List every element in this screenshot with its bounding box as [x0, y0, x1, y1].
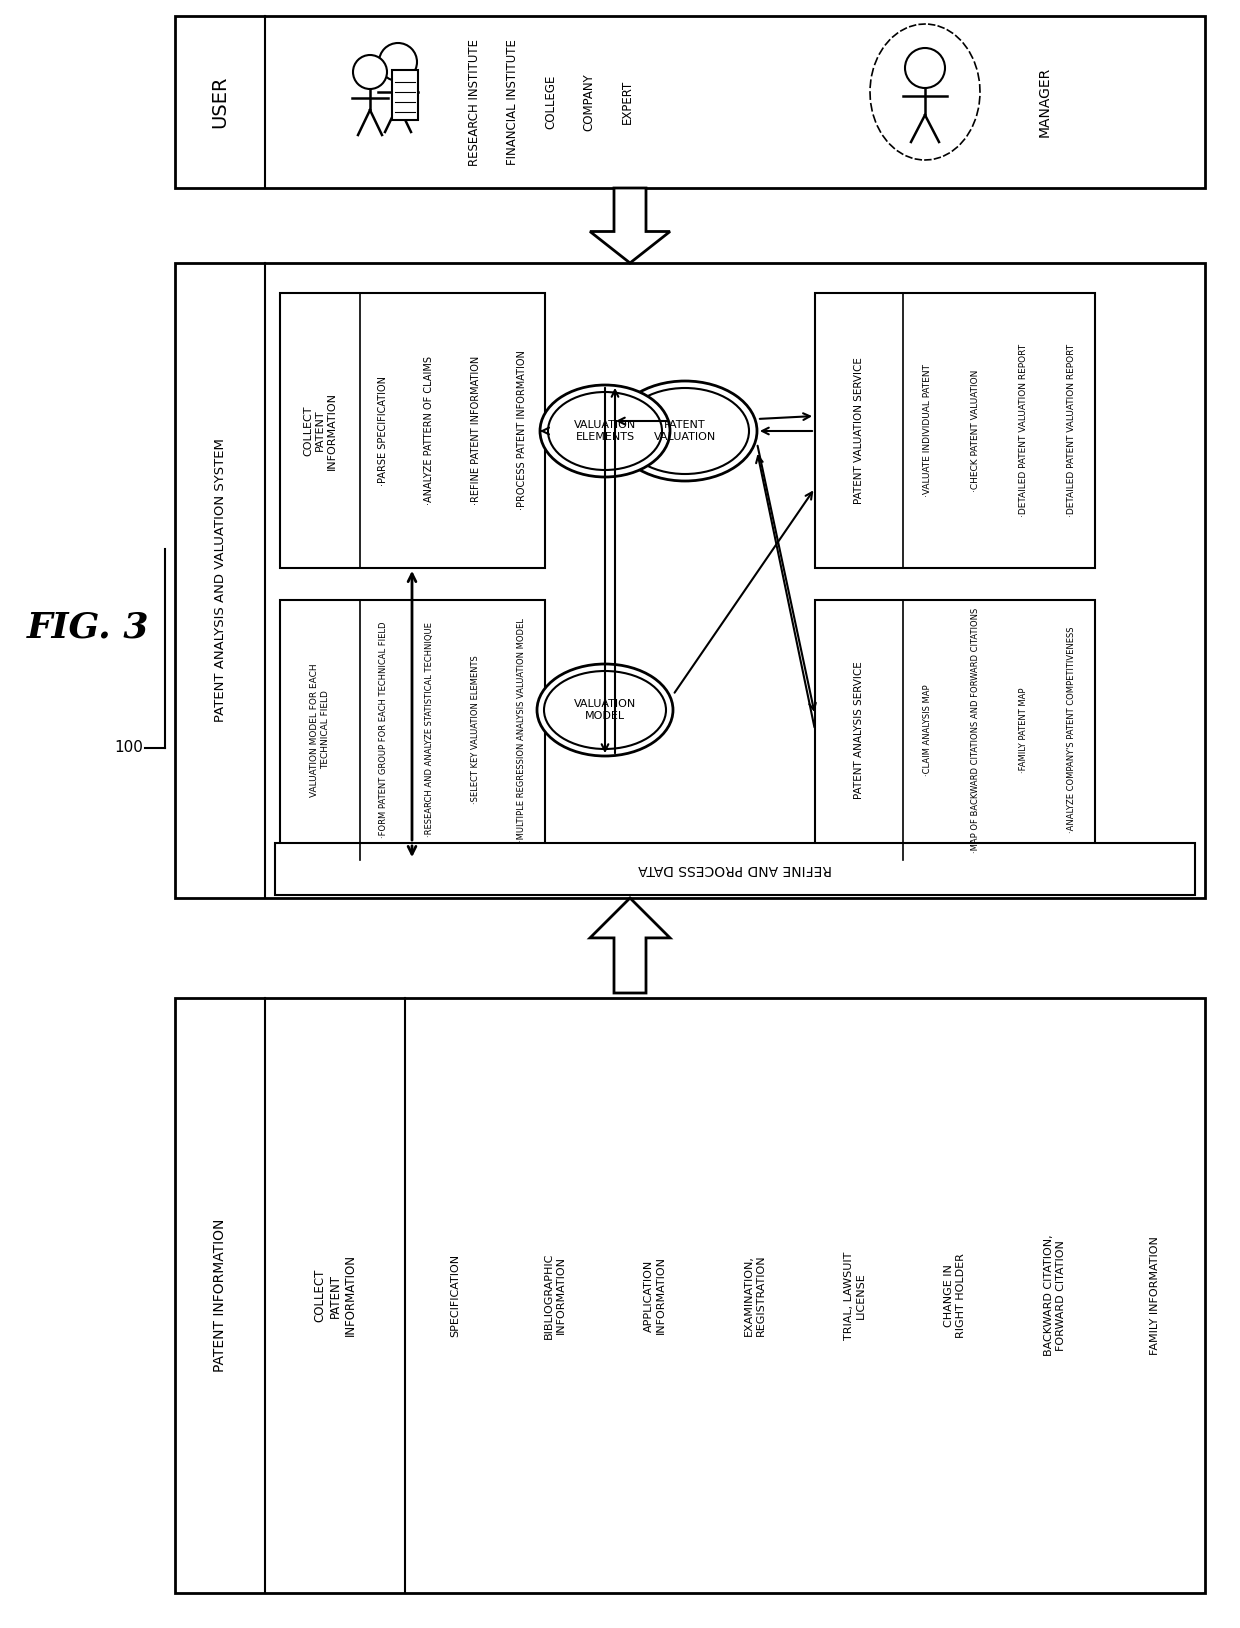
- Circle shape: [379, 42, 417, 81]
- FancyBboxPatch shape: [175, 264, 1205, 899]
- Text: ·FORM PATENT GROUP FOR EACH TECHNICAL FIELD: ·FORM PATENT GROUP FOR EACH TECHNICAL FI…: [378, 622, 388, 838]
- Text: PATENT VALUATION SERVICE: PATENT VALUATION SERVICE: [854, 357, 864, 505]
- Polygon shape: [590, 187, 670, 264]
- Text: BIBLIOGRAPHIC
INFORMATION: BIBLIOGRAPHIC INFORMATION: [544, 1252, 565, 1338]
- Text: ·CHECK PATENT VALUATION: ·CHECK PATENT VALUATION: [971, 370, 980, 492]
- FancyBboxPatch shape: [815, 293, 1095, 568]
- Ellipse shape: [621, 387, 749, 474]
- Text: ·FAMILY PATENT MAP: ·FAMILY PATENT MAP: [1018, 687, 1028, 773]
- FancyBboxPatch shape: [280, 601, 546, 860]
- Text: COMPANY: COMPANY: [583, 73, 595, 130]
- Polygon shape: [392, 70, 418, 120]
- Text: PATENT INFORMATION: PATENT INFORMATION: [213, 1219, 227, 1372]
- Polygon shape: [590, 899, 670, 993]
- Text: EXAMINATION,
REGISTRATION: EXAMINATION, REGISTRATION: [744, 1255, 766, 1337]
- Text: ·SELECT KEY VALUATION ELEMENTS: ·SELECT KEY VALUATION ELEMENTS: [471, 656, 480, 804]
- Text: ·CLAIM ANALYSIS MAP: ·CLAIM ANALYSIS MAP: [923, 684, 931, 777]
- Text: BACKWARD CITATION,
FORWARD CITATION: BACKWARD CITATION, FORWARD CITATION: [1044, 1234, 1066, 1356]
- Text: ·VALUATE INDIVIDUAL PATENT: ·VALUATE INDIVIDUAL PATENT: [923, 365, 931, 497]
- Ellipse shape: [544, 671, 666, 749]
- Text: ·PROCESS PATENT INFORMATION: ·PROCESS PATENT INFORMATION: [517, 350, 527, 511]
- Text: ·REFINE PATENT INFORMATION: ·REFINE PATENT INFORMATION: [471, 357, 481, 505]
- Text: VALUATION MODEL FOR EACH
TECHNICAL FIELD: VALUATION MODEL FOR EACH TECHNICAL FIELD: [310, 663, 330, 796]
- Text: MANAGER: MANAGER: [1038, 67, 1052, 137]
- Ellipse shape: [548, 392, 662, 470]
- FancyBboxPatch shape: [815, 601, 1095, 860]
- Text: VALUATION
ELEMENTS: VALUATION ELEMENTS: [574, 420, 636, 441]
- Circle shape: [905, 47, 945, 88]
- Ellipse shape: [613, 381, 756, 480]
- Text: PATENT ANALYSIS SERVICE: PATENT ANALYSIS SERVICE: [854, 661, 864, 799]
- Text: ·MAP OF BACKWARD CITATIONS AND FORWARD CITATIONS: ·MAP OF BACKWARD CITATIONS AND FORWARD C…: [971, 607, 980, 853]
- Text: PATENT
VALUATION: PATENT VALUATION: [653, 420, 717, 441]
- Text: ·MULTIPLE REGRESSION ANALYSIS VALUATION MODEL: ·MULTIPLE REGRESSION ANALYSIS VALUATION …: [517, 619, 526, 842]
- FancyBboxPatch shape: [275, 843, 1195, 895]
- Text: COLLECT
PATENT
INFORMATION: COLLECT PATENT INFORMATION: [304, 391, 336, 469]
- Text: APPLICATION
INFORMATION: APPLICATION INFORMATION: [645, 1257, 666, 1335]
- Text: REFINE AND PROCESS DATA: REFINE AND PROCESS DATA: [639, 861, 832, 876]
- FancyBboxPatch shape: [175, 998, 1205, 1594]
- Text: FINANCIAL INSTITUTE: FINANCIAL INSTITUTE: [506, 39, 520, 164]
- Text: ·RESEARCH AND ANALYZE STATISTICAL TECHNIQUE: ·RESEARCH AND ANALYZE STATISTICAL TECHNI…: [425, 622, 434, 837]
- Text: USER: USER: [211, 77, 229, 129]
- Text: FIG. 3: FIG. 3: [27, 610, 149, 645]
- FancyBboxPatch shape: [280, 293, 546, 568]
- Text: COLLEGE: COLLEGE: [544, 75, 558, 129]
- Circle shape: [353, 55, 387, 90]
- FancyBboxPatch shape: [175, 16, 1205, 187]
- Text: 100: 100: [114, 741, 143, 755]
- Text: RESEARCH INSTITUTE: RESEARCH INSTITUTE: [469, 39, 481, 166]
- Ellipse shape: [539, 384, 670, 477]
- Text: ·ANALYZE COMPANY'S PATENT COMPETITIVENESS: ·ANALYZE COMPANY'S PATENT COMPETITIVENES…: [1066, 627, 1075, 834]
- Text: ·DETAILED PATENT VALUATION REPORT: ·DETAILED PATENT VALUATION REPORT: [1018, 344, 1028, 518]
- Text: PATENT ANALYSIS AND VALUATION SYSTEM: PATENT ANALYSIS AND VALUATION SYSTEM: [213, 438, 227, 723]
- Text: ·DETAILED PATENT VALUATION REPORT: ·DETAILED PATENT VALUATION REPORT: [1066, 344, 1075, 518]
- Text: ·ANALYZE PATTERN OF CLAIMS: ·ANALYZE PATTERN OF CLAIMS: [424, 357, 434, 505]
- Text: VALUATION
MODEL: VALUATION MODEL: [574, 698, 636, 721]
- Ellipse shape: [537, 664, 673, 755]
- Text: ·PARSE SPECIFICATION: ·PARSE SPECIFICATION: [378, 376, 388, 485]
- Text: SPECIFICATION: SPECIFICATION: [450, 1254, 460, 1337]
- Text: FAMILY INFORMATION: FAMILY INFORMATION: [1149, 1236, 1159, 1354]
- Text: TRIAL, LAWSUIT
LICENSE: TRIAL, LAWSUIT LICENSE: [844, 1252, 866, 1340]
- Text: COLLECT
PATENT
INFORMATION: COLLECT PATENT INFORMATION: [314, 1255, 357, 1337]
- Text: EXPERT: EXPERT: [620, 80, 634, 124]
- Text: CHANGE IN
RIGHT HOLDER: CHANGE IN RIGHT HOLDER: [944, 1254, 966, 1338]
